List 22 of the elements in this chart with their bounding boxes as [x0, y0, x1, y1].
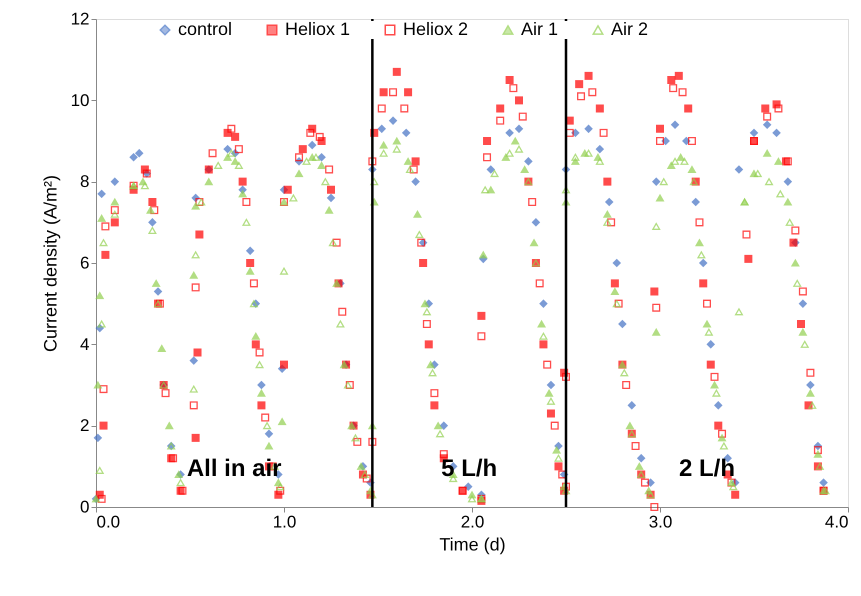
y-tick-label: 6	[80, 254, 90, 272]
x-tick-label: 1.0	[272, 512, 296, 532]
annotation: 5 L/h	[441, 455, 498, 482]
y-tick-label: 8	[80, 172, 90, 192]
x-tick-label: 2.0	[460, 512, 484, 532]
y-tick-label: 10	[70, 90, 90, 110]
x-axis-title: Time (d)	[439, 534, 506, 554]
legend-label: Heliox 1	[285, 19, 350, 39]
annotation: 2 L/h	[678, 455, 736, 482]
legend-label: control	[178, 19, 232, 39]
y-tick-label: 4	[80, 334, 90, 354]
legend-label: Air 2	[611, 19, 648, 39]
annotation: All in air	[186, 455, 282, 482]
y-tick-label: 2	[80, 416, 90, 436]
legend-label: Heliox 2	[403, 19, 468, 39]
y-axis-title: Current density (A/m²)	[40, 174, 61, 352]
y-tick-label: 12	[70, 10, 90, 28]
x-tick-label: 4.0	[824, 512, 848, 532]
y-tick-label: 0	[80, 498, 90, 516]
legend-label: Air 1	[521, 19, 558, 39]
x-tick-label: 0.0	[96, 512, 120, 532]
x-tick-label: 3.0	[648, 512, 672, 532]
